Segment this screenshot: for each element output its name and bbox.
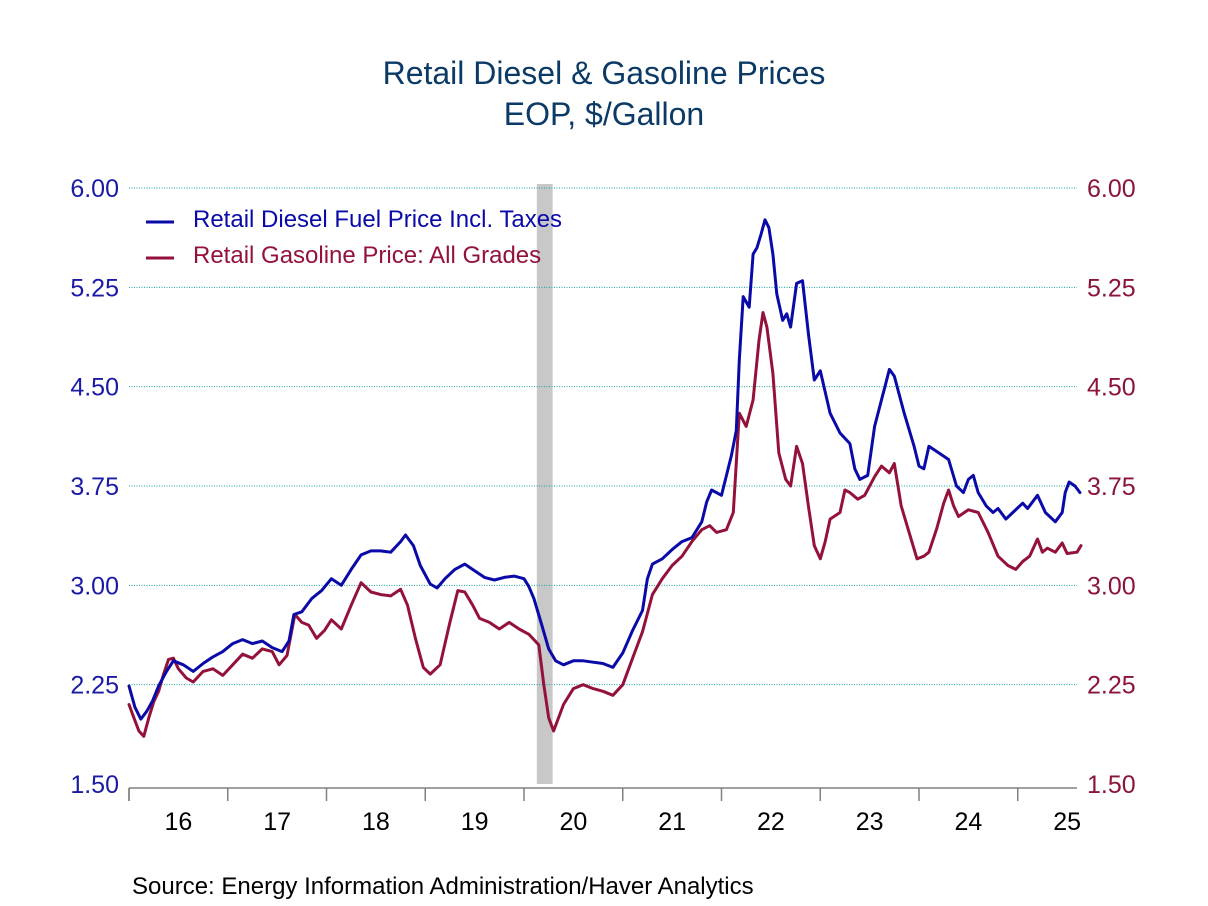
- y2-tick-label: 3.00: [1087, 572, 1136, 600]
- y2-tick-label: 2.25: [1087, 672, 1136, 700]
- x-tick-label: 25: [1053, 808, 1081, 836]
- legend: Retail Diesel Fuel Price Incl. Taxes Reta…: [146, 206, 562, 269]
- x-tick-label: 22: [757, 808, 785, 836]
- y-tick-label: 4.50: [70, 374, 119, 402]
- x-tick-label: 16: [164, 808, 192, 836]
- left-y-axis: 1.50 2.25 3.00 3.75 4.50 5.25 6.00: [70, 175, 119, 799]
- y2-tick-label: 4.50: [1087, 374, 1136, 402]
- x-axis: [128, 787, 1077, 801]
- source-note: Source: Energy Information Administratio…: [132, 873, 754, 900]
- gasoline-series-line: [127, 311, 1083, 738]
- diesel-series-line: [127, 218, 1082, 721]
- y-tick-label: 3.75: [70, 473, 119, 501]
- chart-subtitle: EOP, $/Gallon: [504, 96, 704, 132]
- y-tick-label: 6.00: [70, 175, 119, 203]
- y2-tick-label: 1.50: [1087, 771, 1136, 799]
- y-tick-label: 2.25: [70, 672, 119, 700]
- chart-title: Retail Diesel & Gasoline Prices: [383, 55, 826, 91]
- x-tick-label: 19: [461, 808, 489, 836]
- y2-tick-label: 6.00: [1087, 175, 1136, 203]
- x-tick-label: 23: [856, 808, 884, 836]
- x-tick-label: 20: [559, 808, 587, 836]
- x-tick-label: 24: [954, 808, 982, 836]
- recession-shading: [536, 184, 553, 784]
- series-lines: [127, 218, 1083, 738]
- x-tick-label: 21: [658, 808, 686, 836]
- legend-label: Retail Diesel Fuel Price Incl. Taxes: [193, 206, 562, 233]
- x-tick-label: 18: [362, 808, 390, 836]
- right-y-axis: 1.50 2.25 3.00 3.75 4.50 5.25 6.00: [1087, 175, 1136, 799]
- y-tick-label: 5.25: [70, 274, 119, 302]
- recession-band: [536, 184, 553, 784]
- y2-tick-label: 3.75: [1087, 473, 1136, 501]
- y2-tick-label: 5.25: [1087, 274, 1136, 302]
- x-axis-labels: 16 17 18 19 20 21 22 23 24 25: [164, 808, 1081, 836]
- x-tick-label: 17: [263, 808, 291, 836]
- y-tick-label: 3.00: [70, 572, 119, 600]
- grid-lines: [129, 187, 1077, 686]
- legend-label: Retail Gasoline Price: All Grades: [193, 242, 541, 269]
- y-tick-label: 1.50: [70, 771, 119, 799]
